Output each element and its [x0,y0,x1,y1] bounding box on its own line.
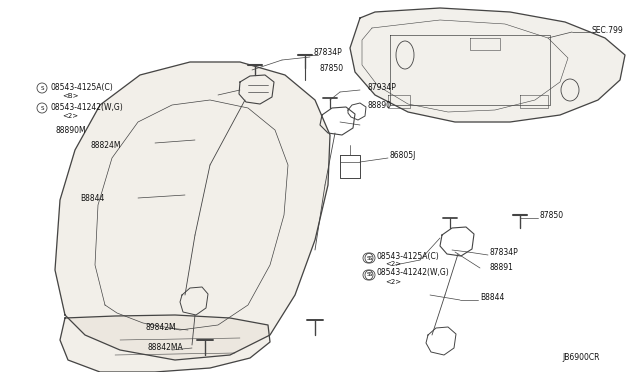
Text: 88890: 88890 [368,100,392,109]
Text: S: S [366,273,370,278]
Text: B8844: B8844 [480,294,504,302]
Text: 86805J: 86805J [390,151,417,160]
Text: 08543-41242(W,G): 08543-41242(W,G) [50,103,123,112]
Text: S: S [368,256,372,260]
Text: S: S [368,273,372,278]
Text: <2>: <2> [385,261,401,267]
Text: <2>: <2> [62,113,78,119]
Text: S: S [366,256,370,260]
Text: 08543-41242(W,G): 08543-41242(W,G) [377,269,450,278]
Text: <2>: <2> [385,279,401,285]
Text: JB6900CR: JB6900CR [562,353,600,362]
Text: 87834P: 87834P [314,48,343,57]
Text: 08543-4125A(C): 08543-4125A(C) [50,83,113,92]
Text: SEC.799: SEC.799 [592,26,624,35]
Text: 88842MA: 88842MA [148,343,184,353]
Text: 87834P: 87834P [490,247,519,257]
Polygon shape [55,62,330,360]
Text: 89842M: 89842M [145,324,175,333]
Text: 87850: 87850 [320,64,344,73]
Text: 88890M: 88890M [55,125,86,135]
Text: B8844: B8844 [80,193,104,202]
Text: 88891: 88891 [490,263,514,273]
Text: S: S [40,86,44,90]
Text: S: S [40,106,44,110]
Text: 88824M: 88824M [90,141,120,150]
Text: 87850: 87850 [540,211,564,219]
Text: 08543-4125A(C): 08543-4125A(C) [377,251,440,260]
Polygon shape [350,8,625,122]
Polygon shape [60,315,270,372]
Text: 87934P: 87934P [368,83,397,92]
Text: <B>: <B> [62,93,79,99]
